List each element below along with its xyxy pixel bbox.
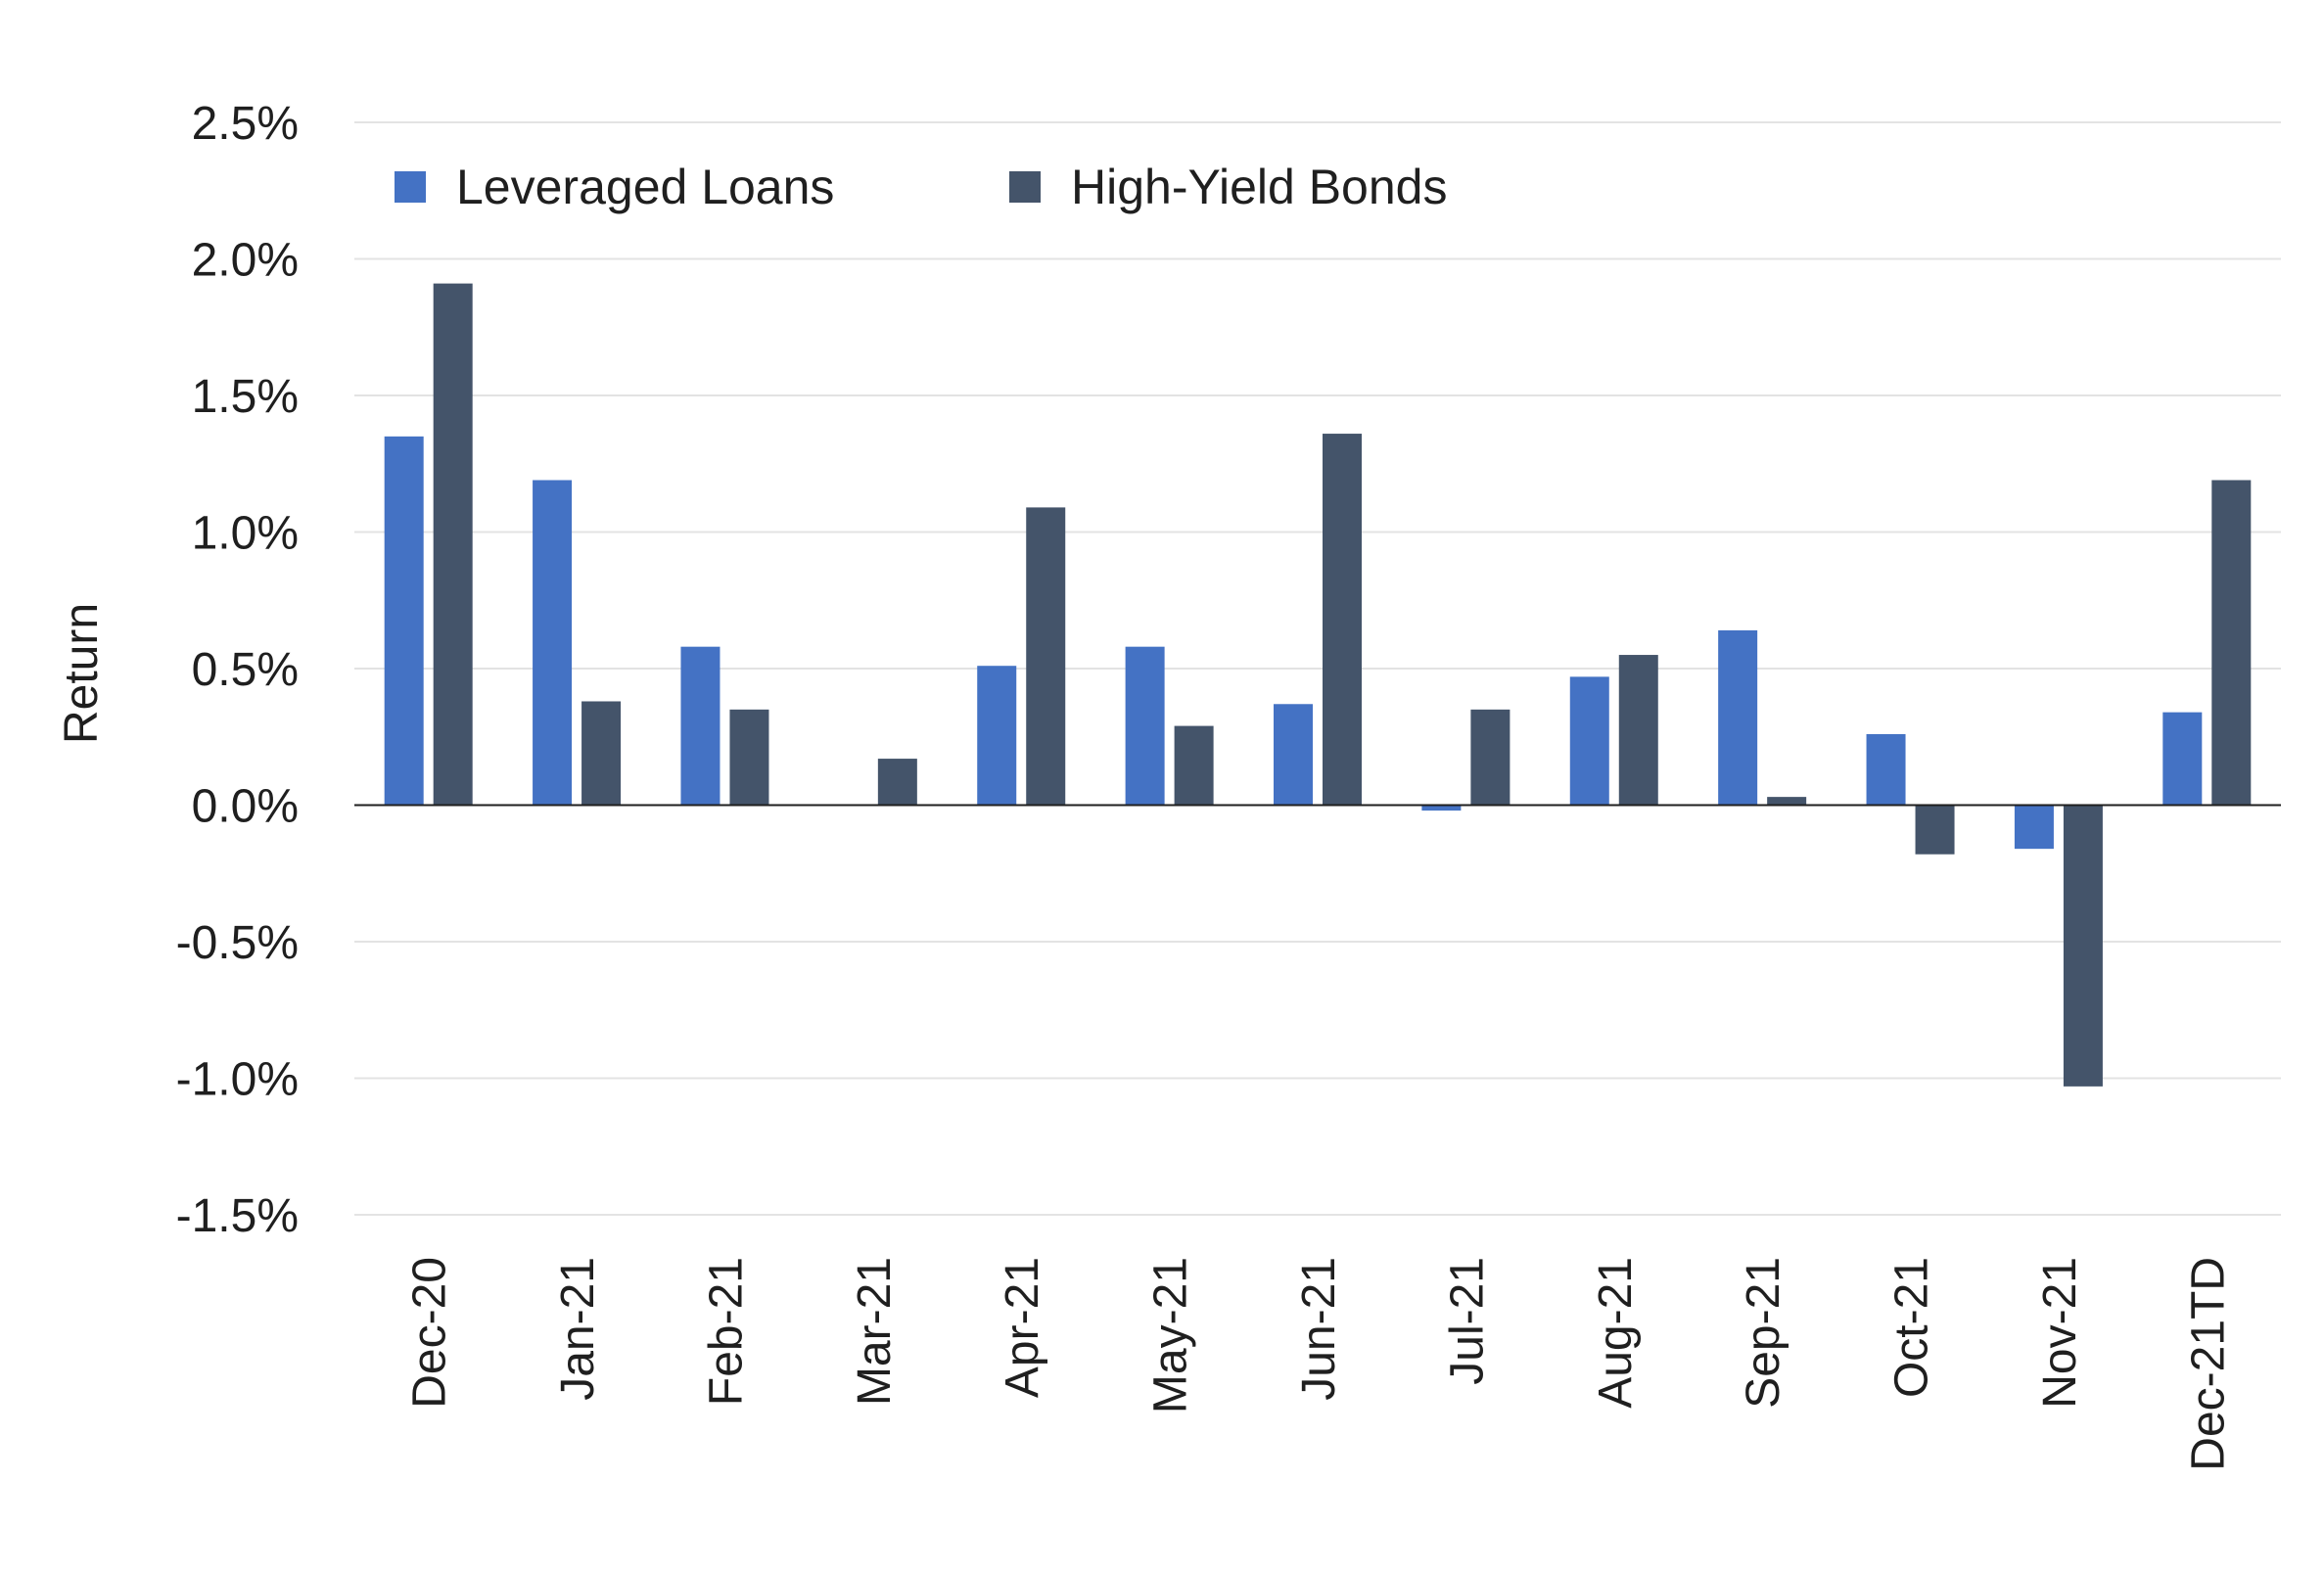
bar-high-yield-bonds-5 — [1174, 725, 1214, 806]
bar-leveraged-loans-2 — [680, 646, 720, 806]
legend-label: Leveraged Loans — [456, 160, 834, 214]
axes: 2.5% 2.0% 1.5% 1.0% 0.5% 0.0% -0.5% -1.0% -1.5% D… — [56, 98, 2281, 1471]
bar-leveraged-loans-4 — [977, 666, 1017, 806]
legend-swatch — [395, 171, 426, 203]
x-tick-label: Feb-21 — [700, 1257, 752, 1406]
bar-leveraged-loans-6 — [1274, 704, 1313, 806]
bar-leveraged-loans-0 — [384, 436, 424, 806]
legend: Leveraged Loans High-Yield Bonds — [395, 160, 1447, 214]
bar-leveraged-loans-1 — [533, 480, 573, 806]
bar-high-yield-bonds-7 — [1470, 709, 1511, 806]
bar-leveraged-loans-7 — [1421, 805, 1462, 811]
bar-leveraged-loans-5 — [1125, 646, 1165, 806]
x-tick-label: Jan-21 — [552, 1257, 604, 1401]
x-tick-label: Oct-21 — [1886, 1257, 1938, 1398]
x-tick-label: Apr-21 — [997, 1257, 1048, 1398]
y-tick-label: 2.5% — [192, 98, 299, 150]
bar-high-yield-bonds-0 — [433, 283, 473, 806]
x-tick-label: Mar-21 — [849, 1257, 901, 1406]
bar-leveraged-loans-12 — [2162, 712, 2203, 806]
y-tick-label: -1.5% — [176, 1190, 299, 1242]
y-tick-label: 0.5% — [192, 644, 299, 696]
y-tick-label: 2.0% — [192, 235, 299, 287]
y-axis-title: Return — [56, 603, 108, 744]
bar-high-yield-bonds-2 — [729, 709, 769, 806]
x-tick-label: Sep-21 — [1738, 1257, 1789, 1409]
bar-high-yield-bonds-4 — [1026, 507, 1066, 806]
y-tick-label: 1.5% — [192, 371, 299, 423]
bar-high-yield-bonds-1 — [581, 701, 622, 806]
y-tick-label: 0.0% — [192, 781, 299, 833]
bar-high-yield-bonds-8 — [1618, 655, 1658, 806]
bar-high-yield-bonds-10 — [1915, 805, 1955, 855]
x-tick-label: Aug-21 — [1590, 1257, 1642, 1409]
x-tick-label: Dec-21TD — [2182, 1257, 2234, 1471]
x-tick-label: Nov-21 — [2034, 1257, 2086, 1409]
x-tick-label: Jun-21 — [1293, 1257, 1345, 1401]
bar-leveraged-loans-9 — [1718, 629, 1758, 806]
bar-high-yield-bonds-12 — [2211, 480, 2252, 806]
y-tick-label: 1.0% — [192, 508, 299, 560]
x-tick-label: May-21 — [1145, 1257, 1197, 1413]
bar-leveraged-loans-11 — [2014, 805, 2054, 850]
legend-swatch — [1009, 171, 1041, 203]
bar-high-yield-bonds-11 — [2063, 805, 2103, 1087]
y-tick-label: -1.0% — [176, 1054, 299, 1106]
bar-leveraged-loans-10 — [1866, 733, 1906, 806]
bar-leveraged-loans-8 — [1569, 676, 1609, 806]
gridlines — [354, 121, 2281, 1216]
y-tick-label: -0.5% — [176, 917, 299, 969]
legend-label: High-Yield Bonds — [1071, 160, 1447, 214]
bar-high-yield-bonds-9 — [1767, 797, 1807, 806]
bar-high-yield-bonds-6 — [1323, 434, 1362, 806]
x-tick-label: Jul-21 — [1441, 1257, 1493, 1385]
x-tick-label: Dec-20 — [404, 1257, 456, 1409]
bars — [384, 283, 2252, 1087]
bar-high-yield-bonds-3 — [877, 759, 917, 806]
